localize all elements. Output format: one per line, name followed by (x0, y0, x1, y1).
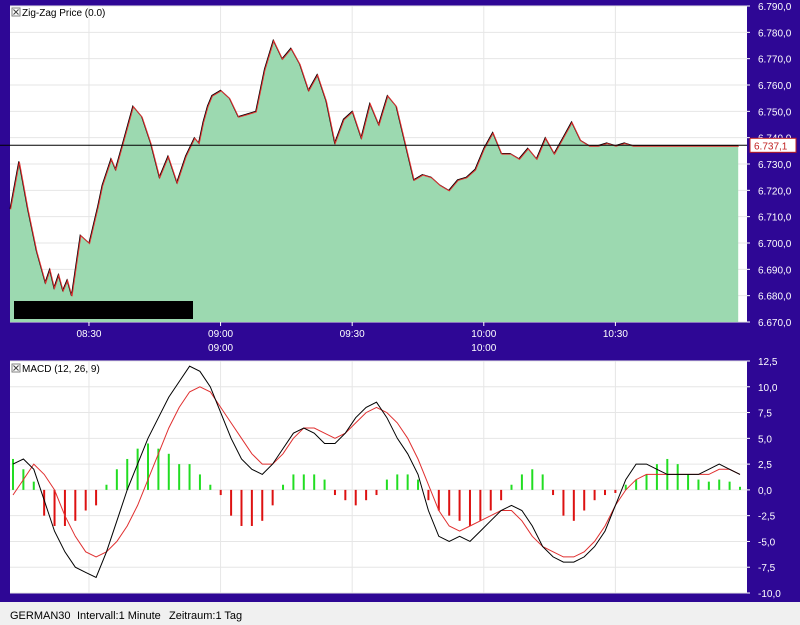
close-icon-glyph (13, 365, 19, 371)
price-y-tick-label: 6.720,0 (758, 186, 792, 197)
price-panel-title-text: Zig-Zag Price (0.0) (22, 8, 105, 19)
price-y-tick-label: 6.750,0 (758, 107, 792, 118)
interval-label: Intervall:1 Minute (77, 610, 161, 622)
macd-y-tick-label: 5,0 (758, 434, 772, 445)
price-y-tick-label: 6.780,0 (758, 28, 792, 39)
macd-y-tick-label: -5,0 (758, 537, 776, 548)
price-area (10, 40, 739, 322)
price-y-tick-label: 6.710,0 (758, 213, 792, 224)
macd-panel (10, 361, 747, 593)
current-price-marker: 6.737,1 (749, 137, 797, 153)
price-x-date-label: 10:00 (471, 343, 496, 354)
current-price-label: 6.737,1 (754, 141, 788, 152)
macd-panel-title-text: MACD (12, 26, 9) (22, 364, 100, 375)
price-x-tick-label: 10:00 (471, 329, 496, 340)
macd-y-tick-label: 10,0 (758, 383, 778, 394)
macd-y-tick-label: -2,5 (758, 512, 776, 523)
macd-y-tick-label: -10,0 (758, 589, 781, 600)
status-bar: GERMAN30 Intervall:1 Minute Zeitraum:1 T… (0, 602, 800, 625)
price-line (9, 38, 739, 296)
price-y-tick-label: 6.700,0 (758, 239, 792, 250)
price-y-tick-label: 6.760,0 (758, 81, 792, 92)
macd-histogram (12, 443, 741, 526)
macd-line (12, 365, 741, 579)
macd-y-axis: 12,5 10,0 7,5 5,0 2,5 0,0 -2,5 -5,0 -7,5 -10,0 (747, 357, 781, 600)
timeframe-label: Zeitraum:1 Tag (169, 610, 243, 622)
signal-line (12, 386, 741, 558)
zigzag-line (10, 39, 739, 297)
price-x-tick-label: 08:30 (76, 329, 101, 340)
symbol-label: GERMAN30 (10, 610, 71, 622)
price-y-tick-label: 6.770,0 (758, 55, 792, 66)
macd-y-tick-label: 0,0 (758, 486, 772, 497)
price-y-tick-label: 6.690,0 (758, 265, 792, 276)
price-x-tick-label: 10:30 (603, 329, 628, 340)
macd-y-tick-label: -7,5 (758, 563, 776, 574)
price-y-tick-label: 6.680,0 (758, 292, 792, 303)
price-x-axis: 08:30 09:00 09:00 09:30 10:00 10:00 10:30 (76, 322, 628, 354)
macd-panel-title[interactable]: MACD (12, 26, 9) (11, 363, 100, 375)
macd-y-tick-label: 12,5 (758, 357, 778, 368)
trading-chart: 6.790,06.780,06.770,06.760,06.750,06.740… (0, 2, 797, 600)
price-y-tick-label: 6.790,0 (758, 2, 792, 13)
price-y-tick-label: 6.730,0 (758, 160, 792, 171)
close-icon-glyph (13, 9, 19, 15)
macd-y-tick-label: 2,5 (758, 460, 772, 471)
price-x-tick-label: 09:00 (208, 329, 233, 340)
price-y-axis: 6.790,06.780,06.770,06.760,06.750,06.740… (747, 2, 792, 329)
price-y-tick-label: 6.670,0 (758, 318, 792, 329)
price-x-date-label: 09:00 (208, 343, 233, 354)
redacted-block (14, 301, 193, 319)
price-panel-title[interactable]: Zig-Zag Price (0.0) (11, 7, 105, 19)
price-x-tick-label: 09:30 (340, 329, 365, 340)
macd-y-tick-label: 7,5 (758, 409, 772, 420)
